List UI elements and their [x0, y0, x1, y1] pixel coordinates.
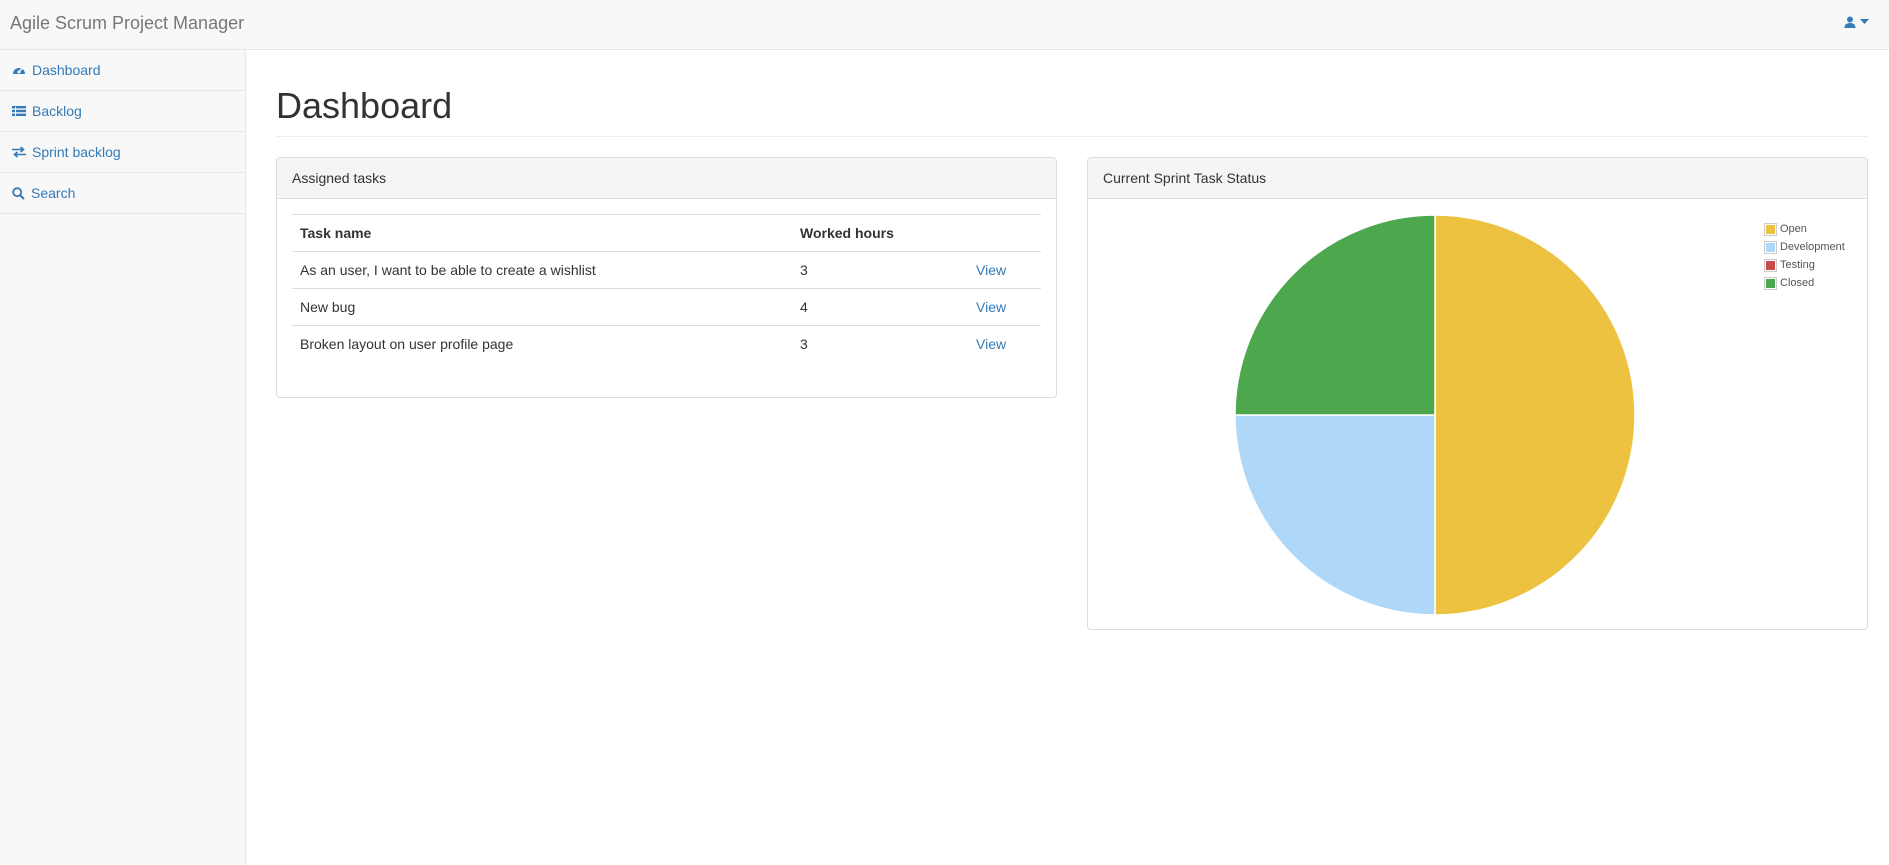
app-brand[interactable]: Agile Scrum Project Manager: [10, 13, 245, 33]
panel-heading: Assigned tasks: [277, 158, 1056, 199]
view-task-link[interactable]: View: [976, 262, 1007, 278]
sidebar: Dashboard Backlog Sprint backlog Search: [0, 50, 246, 865]
pie-slice-closed: [1234, 214, 1436, 416]
sprint-status-panel: Current Sprint Task Status Open Developme…: [1087, 157, 1868, 630]
sidebar-item-search[interactable]: Search: [0, 173, 245, 214]
legend-label: Open: [1780, 223, 1807, 235]
pie-slice-development: [1234, 414, 1436, 616]
user-menu[interactable]: [1844, 16, 1869, 28]
task-name-cell: As an user, I want to be able to create …: [292, 251, 792, 289]
legend-item-testing: Testing: [1764, 256, 1845, 274]
legend-label: Closed: [1780, 277, 1815, 289]
legend-item-open: Open: [1764, 220, 1845, 238]
legend-swatch: [1764, 258, 1777, 272]
task-name-cell: Broken layout on user profile page: [292, 325, 792, 363]
chart-legend: Open Development Testing Closed: [1764, 220, 1845, 292]
main-content: Dashboard Assigned tasks Task name Worke…: [247, 50, 1889, 865]
legend-label: Development: [1780, 241, 1845, 253]
worked-hours-cell: 4: [792, 288, 968, 326]
view-task-link[interactable]: View: [976, 299, 1007, 315]
legend-swatch: [1764, 276, 1777, 290]
dashboard-icon: [13, 67, 25, 74]
legend-swatch: [1764, 240, 1777, 254]
column-header-task-name: Task name: [292, 214, 792, 252]
transfer-icon: [12, 146, 26, 158]
task-name-cell: New bug: [292, 288, 792, 326]
column-header-actions: [968, 214, 1041, 252]
table-row: As an user, I want to be able to create …: [292, 251, 1041, 289]
assigned-tasks-panel: Assigned tasks Task name Worked hours As…: [276, 157, 1057, 398]
pie-chart: [1234, 214, 1636, 616]
page-title: Dashboard: [276, 85, 453, 126]
table-header-row: Task name Worked hours: [292, 214, 1041, 252]
sidebar-item-label: Backlog: [32, 103, 82, 119]
view-task-link[interactable]: View: [976, 336, 1007, 353]
pie-slice-open: [1434, 214, 1636, 616]
caret-down-icon: [1860, 19, 1869, 24]
sidebar-item-label: Sprint backlog: [32, 144, 121, 160]
sidebar-item-sprint-backlog[interactable]: Sprint backlog: [0, 132, 245, 173]
worked-hours-cell: 3: [792, 251, 968, 289]
search-icon: [12, 186, 25, 200]
table-row: Broken layout on user profile page 3 Vie…: [292, 325, 1041, 363]
legend-swatch: [1764, 222, 1777, 236]
legend-item-development: Development: [1764, 238, 1845, 256]
user-icon: [1844, 16, 1856, 28]
legend-item-closed: Closed: [1764, 274, 1845, 292]
worked-hours-cell: 3: [792, 325, 968, 363]
sidebar-item-label: Search: [31, 185, 76, 201]
column-header-worked-hours: Worked hours: [792, 214, 968, 252]
table-row: New bug 4 View: [292, 288, 1041, 326]
sidebar-item-label: Dashboard: [32, 62, 101, 78]
tasks-table: Task name Worked hours As an user, I wan…: [292, 214, 1041, 363]
title-divider: [276, 136, 1868, 137]
list-icon: [12, 106, 26, 116]
sidebar-item-dashboard[interactable]: Dashboard: [0, 50, 245, 91]
top-navbar: Agile Scrum Project Manager: [0, 0, 1889, 50]
sidebar-item-backlog[interactable]: Backlog: [0, 91, 245, 132]
legend-label: Testing: [1780, 259, 1815, 271]
panel-heading: Current Sprint Task Status: [1088, 158, 1867, 199]
